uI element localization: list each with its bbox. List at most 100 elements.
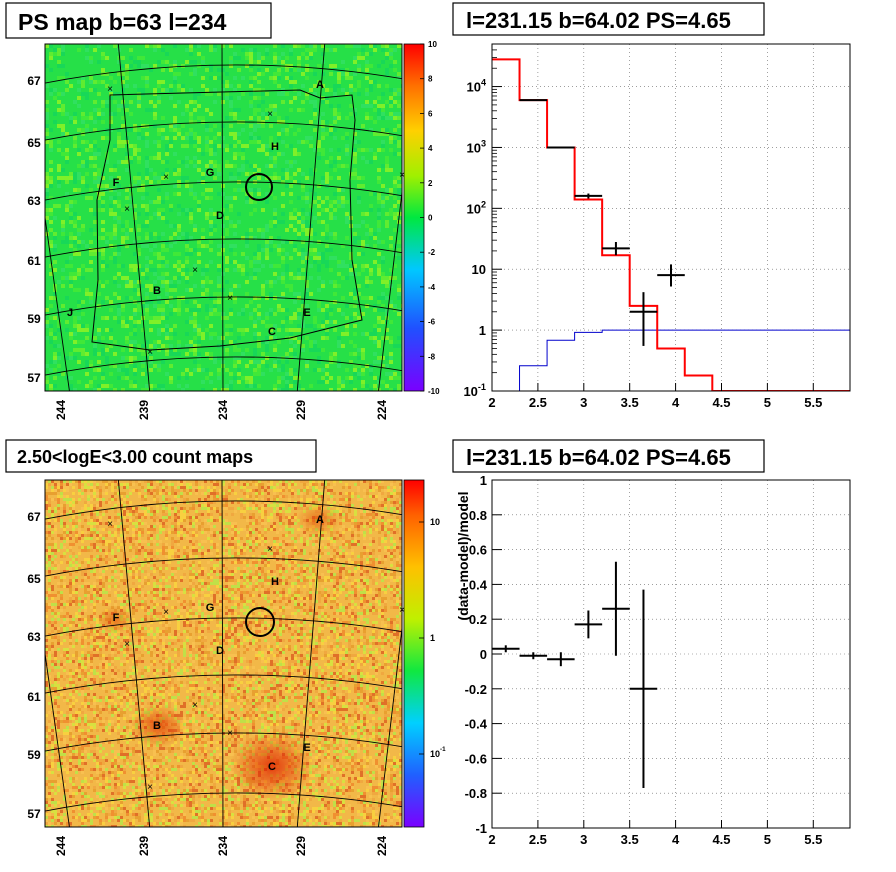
map-pixel <box>321 498 324 501</box>
map-pixel <box>297 492 300 495</box>
map-pixel <box>209 232 213 236</box>
map-pixel <box>305 228 309 232</box>
map-pixel <box>45 492 48 495</box>
map-pixel <box>348 552 351 555</box>
map-pixel <box>109 256 113 260</box>
map-pixel <box>288 531 291 534</box>
map-pixel <box>181 232 185 236</box>
map-pixel <box>285 380 289 384</box>
map-pixel <box>133 332 137 336</box>
map-pixel <box>291 543 294 546</box>
map-pixel <box>114 573 117 576</box>
map-pixel <box>141 76 145 80</box>
map-pixel <box>303 498 306 501</box>
map-pixel <box>174 492 177 495</box>
map-pixel <box>381 537 384 540</box>
map-pixel <box>393 522 396 525</box>
map-pixel <box>369 558 372 561</box>
map-pixel <box>113 168 117 172</box>
map-pixel <box>288 528 291 531</box>
map-pixel <box>157 316 161 320</box>
map-pixel <box>282 486 285 489</box>
map-pixel <box>363 543 366 546</box>
map-pixel <box>138 516 141 519</box>
map-pixel <box>169 204 173 208</box>
map-pixel <box>253 272 257 276</box>
map-pixel <box>195 516 198 519</box>
map-pixel <box>337 156 341 160</box>
map-pixel <box>81 328 85 332</box>
map-pixel <box>345 543 348 546</box>
map-pixel <box>77 216 81 220</box>
map-pixel <box>265 144 269 148</box>
map-pixel <box>293 368 297 372</box>
map-pixel <box>193 68 197 72</box>
map-pixel <box>121 64 125 68</box>
map-pixel <box>185 252 189 256</box>
map-pixel <box>129 100 133 104</box>
map-pixel <box>201 228 205 232</box>
map-pixel <box>126 525 129 528</box>
map-pixel <box>189 88 193 92</box>
map-pixel <box>357 56 361 60</box>
map-pixel <box>313 108 317 112</box>
map-pixel <box>216 519 219 522</box>
map-pixel <box>261 236 265 240</box>
map-pixel <box>174 522 177 525</box>
map-pixel <box>321 320 325 324</box>
map-pixel <box>318 537 321 540</box>
map-pixel <box>147 531 150 534</box>
map-pixel <box>243 528 246 531</box>
map-pixel <box>169 84 173 88</box>
map-pixel <box>265 152 269 156</box>
map-pixel <box>69 176 73 180</box>
map-pixel <box>161 388 165 391</box>
map-pixel <box>225 332 229 336</box>
map-pixel <box>313 368 317 372</box>
map-pixel <box>121 304 125 308</box>
map-pixel <box>133 268 137 272</box>
map-pixel <box>369 116 373 120</box>
map-pixel <box>73 236 77 240</box>
map-pixel <box>102 543 105 546</box>
map-pixel <box>365 284 369 288</box>
map-pixel <box>289 76 293 80</box>
map-pixel <box>397 188 401 192</box>
map-pixel <box>61 284 65 288</box>
map-pixel <box>133 308 137 312</box>
map-pixel <box>276 516 279 519</box>
map-pixel <box>261 208 265 212</box>
map-pixel <box>180 525 183 528</box>
map-pixel <box>63 552 66 555</box>
map-pixel <box>281 60 285 64</box>
map-pixel <box>192 504 195 507</box>
map-pixel <box>281 256 285 260</box>
map-pixel <box>201 60 205 64</box>
map-pixel <box>49 140 53 144</box>
map-pixel <box>150 483 153 486</box>
map-pixel <box>150 534 153 537</box>
map-pixel <box>197 260 201 264</box>
colorbar-tick-label: 10 <box>428 40 437 49</box>
map-pixel <box>109 116 113 120</box>
map-pixel <box>381 60 385 64</box>
map-pixel <box>87 495 90 498</box>
map-pixel <box>111 498 114 501</box>
map-pixel <box>117 184 121 188</box>
map-pixel <box>72 504 75 507</box>
map-pixel <box>389 188 393 192</box>
map-pixel <box>138 513 141 516</box>
map-pixel <box>305 232 309 236</box>
map-pixel <box>321 561 324 564</box>
map-pixel <box>216 483 219 486</box>
map-pixel <box>171 549 174 552</box>
map-pixel <box>317 276 321 280</box>
map-pixel <box>121 100 125 104</box>
map-pixel <box>114 555 117 558</box>
map-pixel <box>75 537 78 540</box>
map-pixel <box>277 76 281 80</box>
map-pixel <box>99 534 102 537</box>
map-pixel <box>174 507 177 510</box>
map-pixel <box>339 480 342 483</box>
map-pixel <box>66 531 69 534</box>
